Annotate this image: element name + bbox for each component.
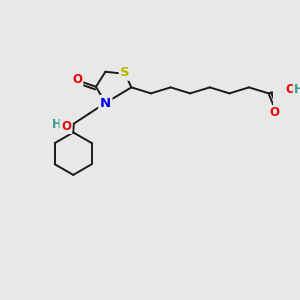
- Text: S: S: [120, 66, 130, 79]
- Text: O: O: [285, 82, 296, 95]
- Text: O: O: [72, 73, 82, 85]
- Text: O: O: [61, 120, 71, 133]
- Text: H: H: [51, 118, 61, 131]
- Text: O: O: [269, 106, 279, 119]
- Text: H: H: [294, 82, 300, 95]
- Text: N: N: [100, 97, 111, 110]
